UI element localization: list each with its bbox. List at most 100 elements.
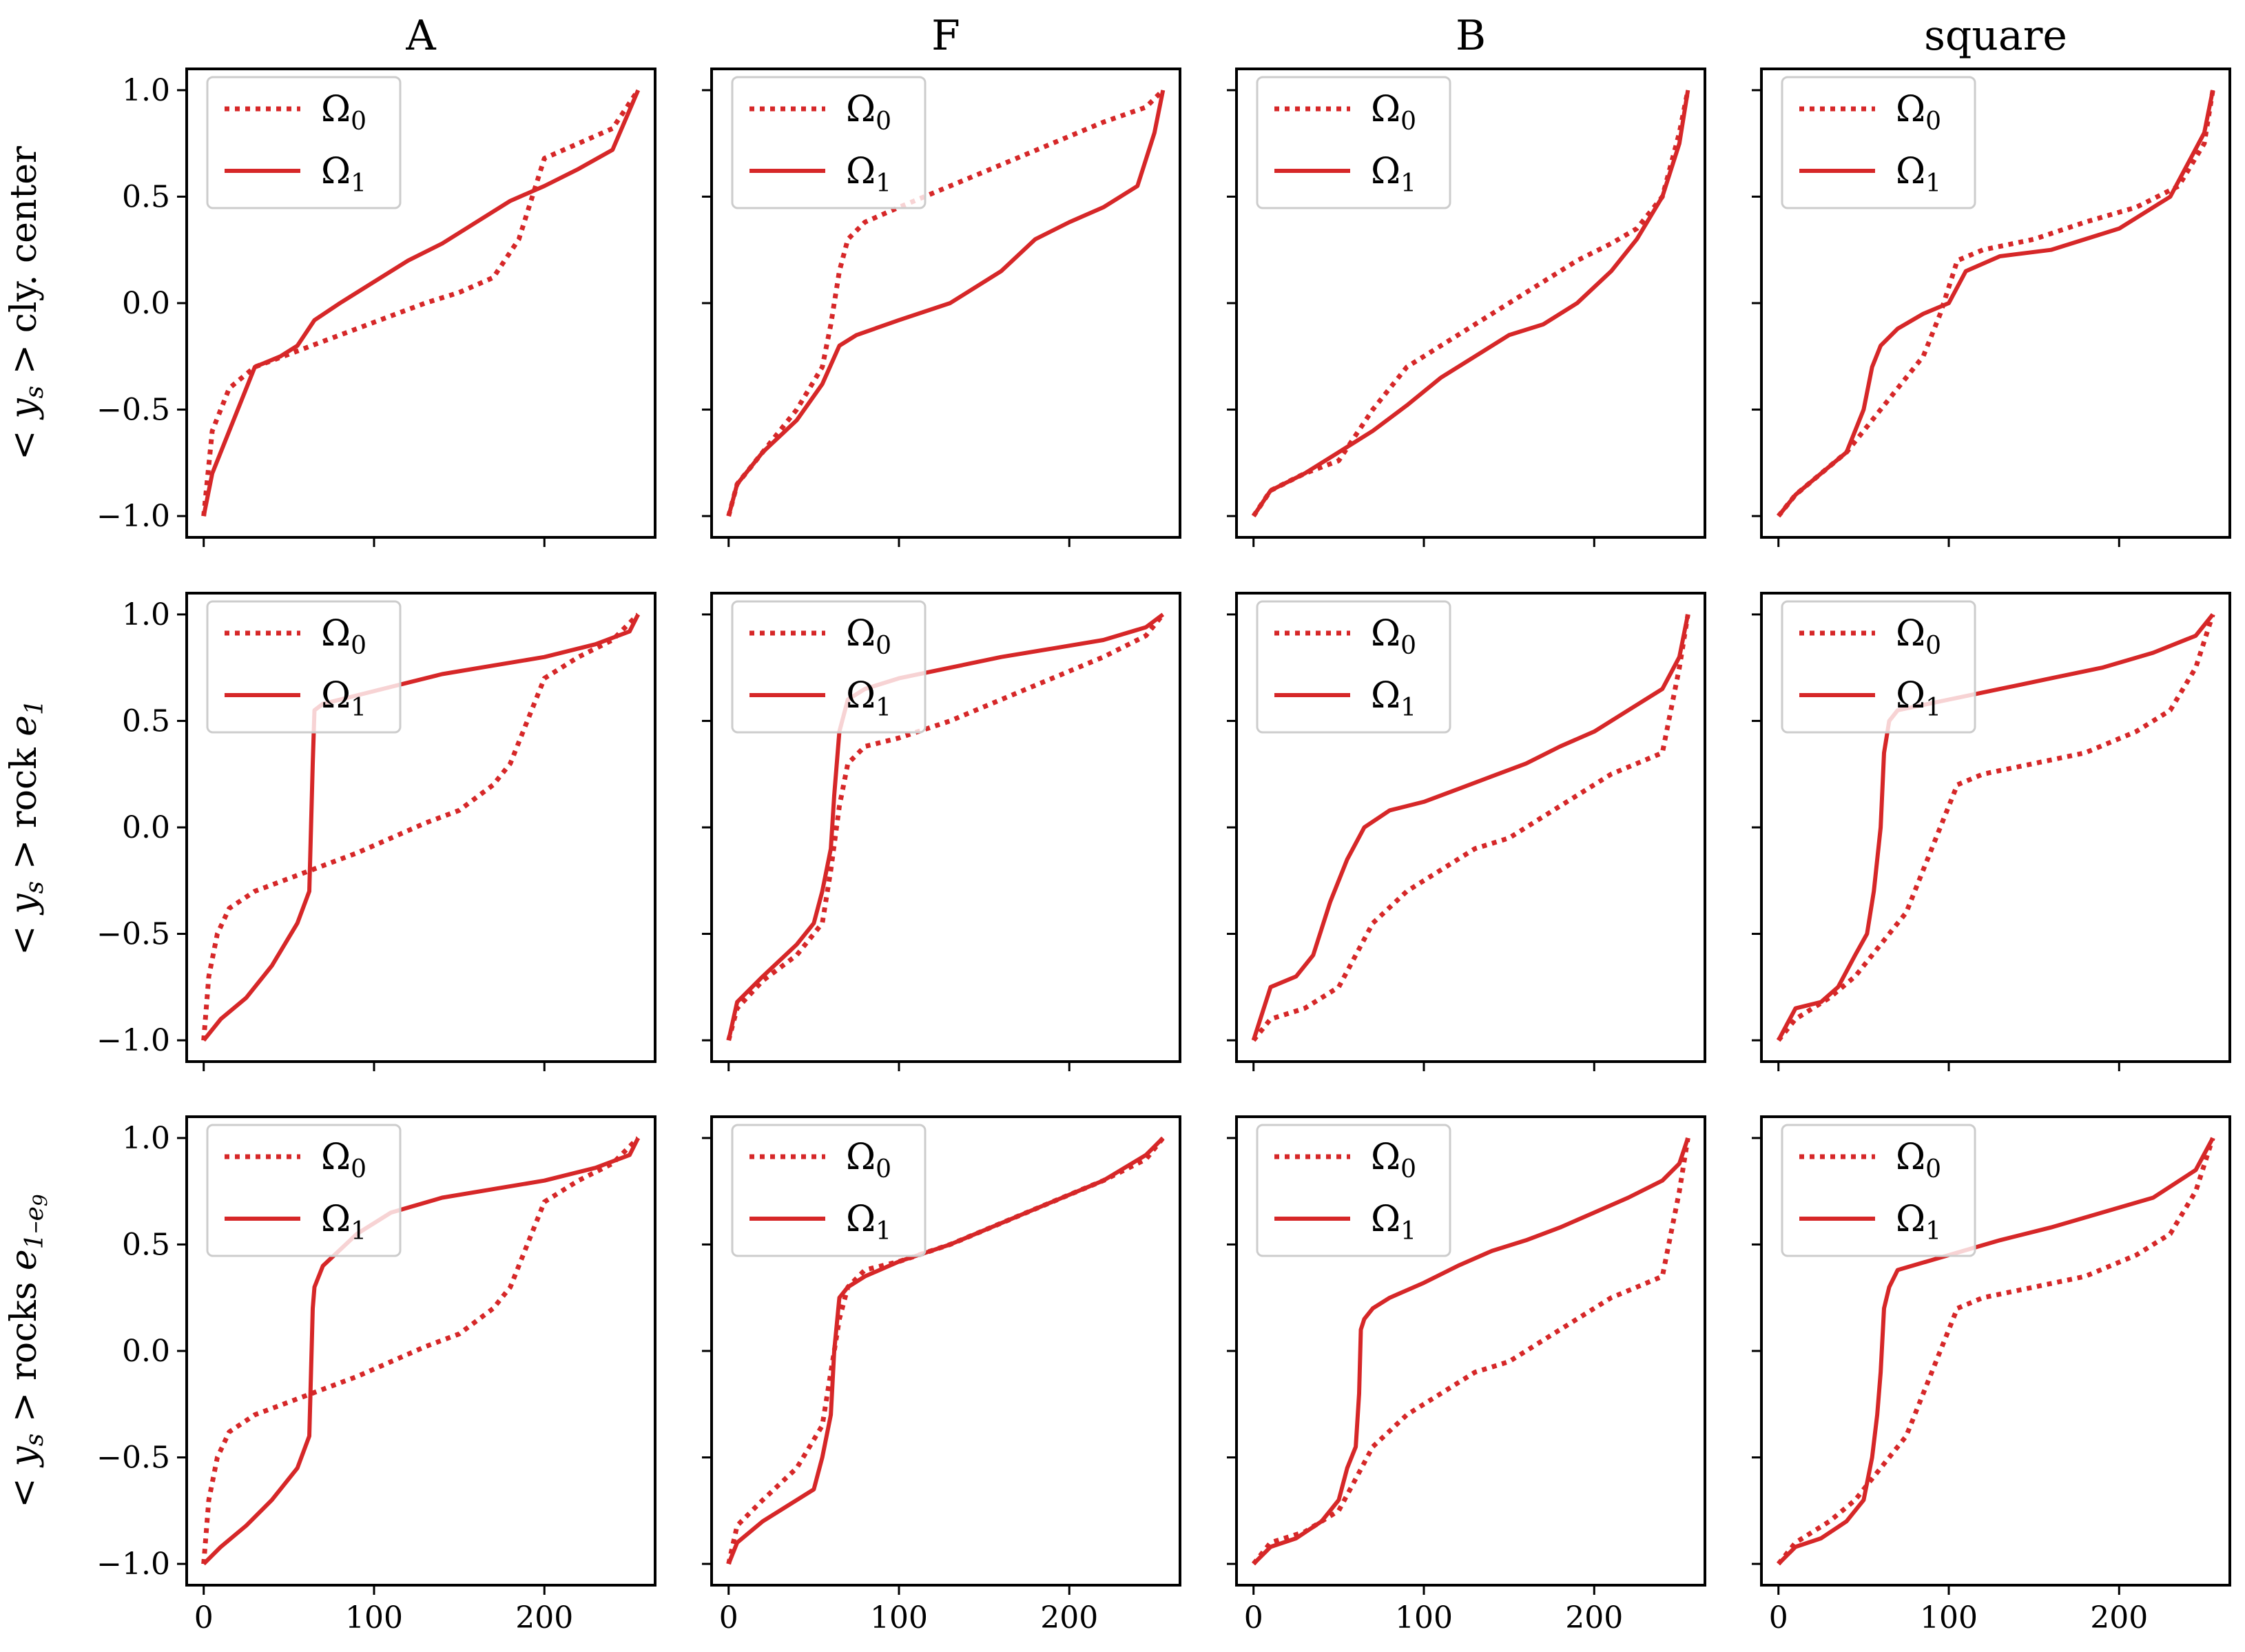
series-line-omega1 — [726, 90, 1166, 517]
y-tick-label: 0.5 — [122, 1227, 170, 1262]
legend-label: Ω0 — [1371, 613, 1416, 660]
y-tick-label: 0.0 — [122, 286, 170, 321]
y-tick-label: −0.5 — [96, 393, 170, 428]
x-tick-label: 200 — [2090, 1600, 2148, 1635]
y-tick-label: −1.0 — [96, 1023, 170, 1058]
legend-label: Ω0 — [1896, 613, 1941, 660]
y-tick-label: 1.0 — [122, 597, 170, 632]
y-tick-label: −1.0 — [96, 1547, 170, 1582]
series-line-omega1 — [1252, 1137, 1690, 1566]
legend-box — [206, 600, 402, 734]
y-tick-label: 0.5 — [122, 703, 170, 739]
x-tick-label: 100 — [1920, 1600, 1978, 1635]
legend-box — [206, 76, 402, 209]
x-tick-label: 100 — [870, 1600, 928, 1635]
legend-label: Ω1 — [321, 675, 366, 722]
x-tick-label: 100 — [345, 1600, 403, 1635]
series-line-omega1 — [726, 1136, 1165, 1565]
y-tick-label: 1.0 — [122, 1121, 170, 1156]
column-title: F — [931, 12, 960, 60]
y-tick-label: 0.0 — [122, 810, 170, 845]
x-tick-label: 0 — [719, 1600, 738, 1635]
series-line-omega0 — [1776, 1137, 2215, 1566]
row-label: < ys > rock e1 — [3, 699, 49, 956]
series-line-omega1 — [1252, 90, 1690, 517]
x-tick-label: 100 — [1395, 1600, 1453, 1635]
legend-label: Ω1 — [846, 151, 891, 198]
legend-label: Ω1 — [1896, 675, 1941, 722]
legend-label: Ω1 — [1896, 1199, 1941, 1246]
legend-label: Ω0 — [846, 613, 891, 660]
legend-box — [1781, 1124, 1976, 1257]
legend-label: Ω0 — [321, 1137, 366, 1184]
y-tick-label: 0.5 — [122, 179, 170, 214]
legend-label: Ω0 — [846, 89, 891, 136]
x-tick-label: 200 — [1040, 1600, 1098, 1635]
series-line-omega1 — [1777, 90, 2215, 517]
series-line-omega0 — [201, 1136, 640, 1565]
series-line-omega0 — [1251, 1137, 1690, 1566]
x-tick-label: 0 — [1244, 1600, 1263, 1635]
legend-label: Ω1 — [1371, 151, 1416, 198]
series-line-omega1 — [202, 1137, 640, 1566]
legend-box — [1781, 600, 1976, 734]
series-line-omega1 — [201, 89, 641, 517]
legend-label: Ω1 — [321, 1199, 366, 1246]
series-line-omega1 — [1777, 613, 2215, 1042]
y-tick-label: 1.0 — [122, 73, 170, 108]
legend-box — [731, 76, 927, 209]
x-tick-label: 0 — [194, 1600, 214, 1635]
row-label: < ys > rocks e1–e9 — [3, 1194, 52, 1507]
series-line-omega1 — [1251, 614, 1690, 1042]
legend-box — [1256, 76, 1451, 209]
series-line-omega0 — [1776, 613, 2215, 1042]
series-line-omega0 — [726, 88, 1165, 517]
x-tick-label: 200 — [1565, 1600, 1623, 1635]
legend-label: Ω1 — [321, 151, 366, 198]
legend-box — [731, 1124, 927, 1257]
legend-label: Ω1 — [1371, 675, 1416, 722]
legend-box — [1256, 1124, 1451, 1257]
series-line-omega0 — [201, 88, 641, 517]
x-tick-label: 0 — [1769, 1600, 1788, 1635]
legend-label: Ω1 — [1896, 151, 1941, 198]
x-tick-label: 200 — [515, 1600, 573, 1635]
legend-label: Ω0 — [846, 1137, 891, 1184]
row-label: < ys > cly. center — [3, 146, 49, 460]
legend-label: Ω0 — [1371, 1137, 1416, 1184]
y-tick-label: −0.5 — [96, 917, 170, 952]
legend-label: Ω0 — [321, 613, 366, 660]
column-title: A — [405, 12, 436, 60]
series-line-omega0 — [1251, 614, 1690, 1042]
series-line-omega1 — [1777, 1137, 2215, 1566]
legend-label: Ω0 — [1896, 89, 1941, 136]
series-line-omega0 — [726, 1136, 1166, 1565]
legend-label: Ω0 — [1371, 89, 1416, 136]
legend-box — [206, 1124, 402, 1257]
y-tick-label: −0.5 — [96, 1441, 170, 1476]
legend-box — [731, 600, 927, 734]
column-title: square — [1924, 12, 2067, 60]
